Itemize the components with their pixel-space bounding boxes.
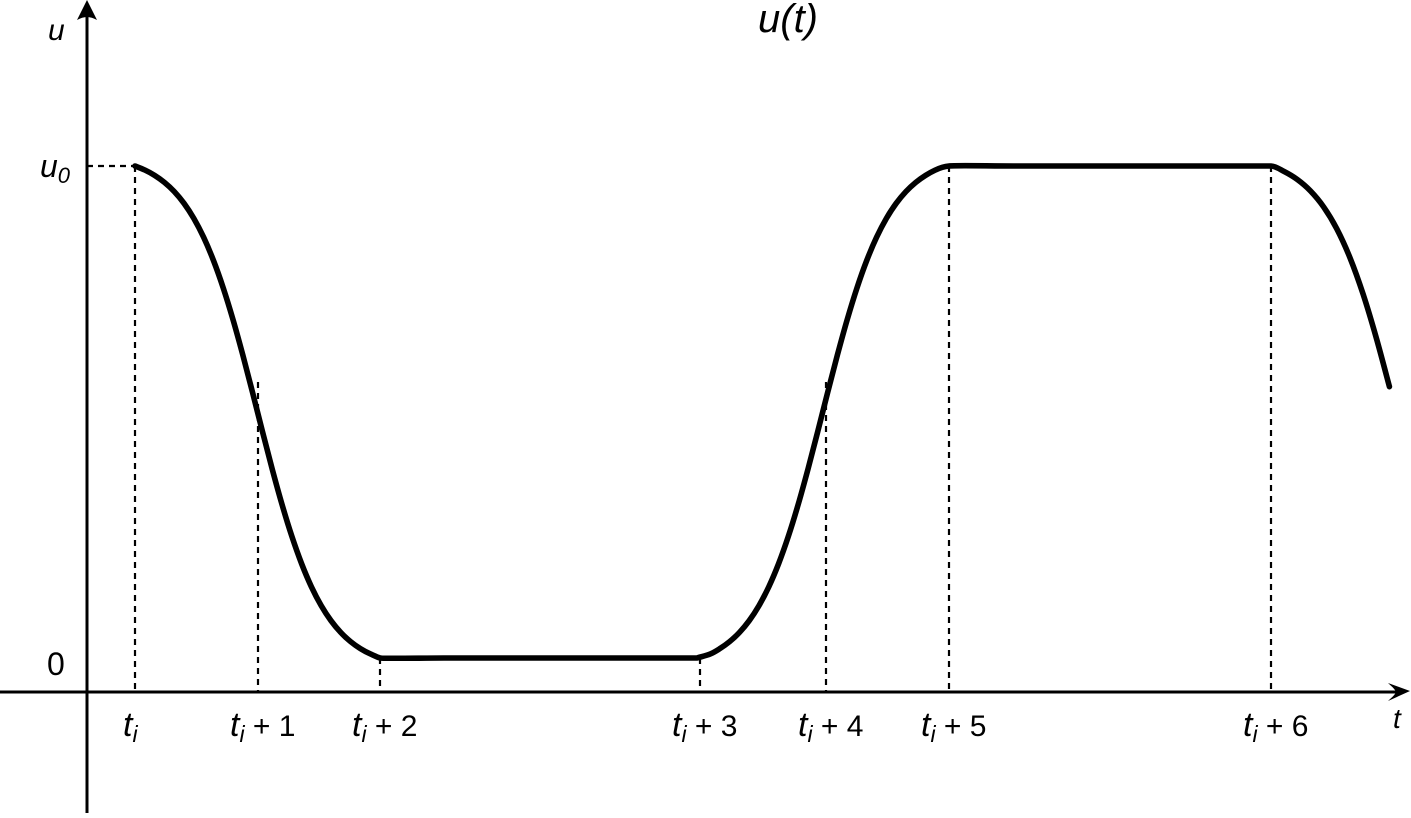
svg-text:u: u (48, 14, 65, 47)
svg-text:0: 0 (47, 646, 65, 682)
svg-text:u0: u0 (40, 148, 71, 188)
svg-text:u(t): u(t) (758, 0, 818, 41)
svg-text:t: t (1393, 703, 1402, 734)
svg-text:ti + 3: ti + 3 (672, 706, 737, 747)
svg-text:ti + 6: ti + 6 (1243, 706, 1308, 747)
svg-text:ti + 5: ti + 5 (921, 706, 986, 747)
svg-text:ti + 2: ti + 2 (352, 706, 417, 747)
svg-text:ti: ti (123, 706, 138, 747)
svg-text:ti + 4: ti + 4 (798, 706, 863, 747)
svg-text:ti + 1: ti + 1 (230, 706, 295, 747)
